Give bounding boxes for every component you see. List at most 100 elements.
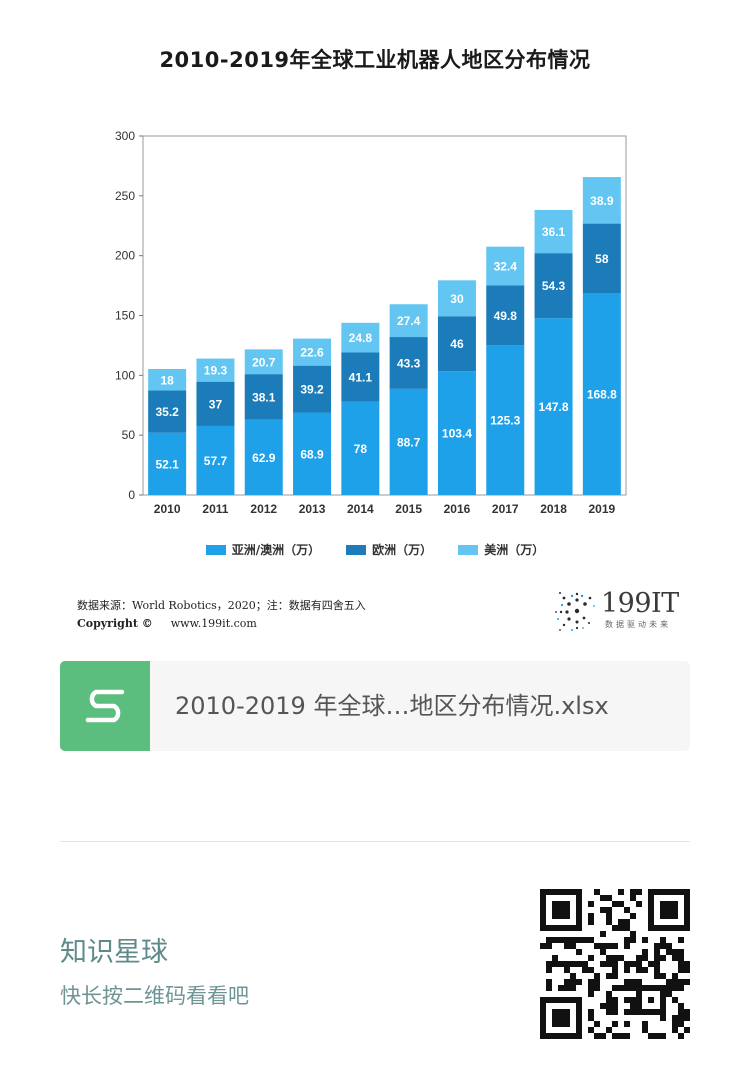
x-tick-label: 2018: [540, 502, 567, 516]
copyright-label: Copyright ©: [77, 617, 153, 630]
dandelion-logo-icon: [555, 592, 595, 631]
copyright-line: Copyright © www.199it.com: [77, 617, 257, 630]
bar-segment-europe: [437, 316, 476, 372]
data-label: 24.8: [349, 331, 373, 345]
data-label: 168.8: [587, 388, 617, 402]
bar-segment-asia: [293, 412, 332, 495]
bar-segment-asia: [486, 345, 525, 495]
data-label: 54.3: [542, 279, 566, 293]
legend-swatch-america: [458, 544, 479, 555]
data-label: 68.9: [300, 447, 324, 461]
x-tick-label: 2014: [347, 502, 374, 516]
data-label: 52.1: [155, 457, 179, 471]
data-label: 125.3: [490, 414, 520, 428]
bar-segment-europe: [582, 223, 621, 294]
x-tick-label: 2017: [492, 502, 519, 516]
y-tick-label: 50: [122, 428, 136, 442]
data-label: 103.4: [442, 427, 472, 441]
data-label: 38.1: [252, 390, 276, 404]
source-url: www.199it.com: [170, 617, 257, 630]
chart-title: 2010-2019年全球工业机器人地区分布情况: [159, 48, 591, 72]
bar-segment-europe: [486, 285, 525, 346]
legend-swatch-asia: [205, 544, 226, 555]
data-label: 35.2: [155, 405, 179, 419]
bar-segment-america: [148, 368, 187, 391]
x-tick-label: 2015: [395, 502, 422, 516]
x-tick-label: 2013: [299, 502, 326, 516]
logo-tagline: 数据驱动未来: [605, 620, 671, 629]
bar-segment-europe: [148, 390, 187, 433]
bar-segment-europe: [196, 381, 235, 426]
y-tick-label: 150: [115, 309, 135, 323]
stacked-bar-chart: 0 50 100 150 200 250 300 52.1 35.2 18 2010 57.7 37 19…: [115, 129, 627, 516]
bar-segment-asia: [244, 419, 283, 495]
y-tick-label: 0: [128, 488, 135, 502]
section-divider: [60, 841, 690, 842]
bar-segment-america: [196, 358, 235, 382]
data-label: 27.4: [397, 314, 421, 328]
bar-segment-asia: [437, 371, 476, 495]
brand-logo: 199IT 数据驱动未来: [553, 588, 693, 634]
bar-segment-america: [534, 209, 573, 254]
bar-segment-asia: [389, 388, 428, 495]
data-label: 57.7: [204, 454, 228, 468]
data-label: 19.3: [204, 364, 228, 378]
data-label: 46: [450, 337, 464, 351]
data-label: 78: [354, 442, 368, 456]
data-label: 41.1: [349, 371, 373, 385]
y-tick-label: 200: [115, 249, 135, 263]
x-tick-label: 2011: [202, 502, 228, 516]
data-label: 30: [450, 292, 464, 306]
legend-label-europe: 欧洲（万）: [372, 543, 433, 557]
promo-subtitle: 快长按二维码看看吧: [60, 984, 249, 1008]
x-tick-label: 2012: [250, 502, 277, 516]
y-tick-label: 100: [115, 368, 135, 382]
bar-segment-america: [486, 246, 525, 286]
file-attachment-card[interactable]: 2010-2019 年全球…地区分布情况.xlsx: [60, 661, 690, 751]
bar-segment-europe: [244, 374, 283, 420]
legend-swatch-europe: [346, 544, 367, 555]
bar-segment-asia: [341, 401, 380, 495]
legend-item-america: 美洲（万）: [458, 541, 544, 558]
bar-segment-america: [389, 304, 428, 338]
bar-segment-america: [293, 338, 332, 366]
bar-segment-asia: [534, 318, 573, 495]
bar-segment-europe: [389, 337, 428, 389]
bar-segment-asia: [582, 293, 621, 495]
bar-segment-america: [582, 177, 621, 224]
data-label: 18: [160, 373, 174, 387]
legend-item-europe: 欧洲（万）: [346, 541, 432, 558]
logo-wordmark: 199IT: [601, 588, 679, 619]
file-name: 2010-2019 年全球…地区分布情况.xlsx: [175, 692, 609, 720]
data-label: 49.8: [494, 309, 518, 323]
data-label: 22.6: [300, 346, 324, 360]
sheet-s-icon: [60, 661, 150, 751]
bar-segment-asia: [148, 432, 187, 495]
qr-code-icon[interactable]: [540, 889, 690, 1039]
bar-segment-europe: [293, 365, 332, 413]
data-label: 39.2: [300, 383, 324, 397]
data-label: 20.7: [252, 355, 276, 369]
source-note: 数据来源：World Robotics，2020；注：数据有四舍五入: [77, 599, 366, 612]
bar-segment-europe: [534, 253, 573, 319]
bar-segment-america: [244, 349, 283, 375]
x-tick-label: 2016: [444, 502, 471, 516]
data-label: 37: [209, 397, 223, 411]
promo-title: 知识星球: [60, 937, 168, 968]
data-label: 36.1: [542, 225, 566, 239]
data-label: 62.9: [252, 451, 276, 465]
data-label: 32.4: [494, 260, 518, 274]
bar-segment-europe: [341, 352, 380, 402]
legend-item-asia: 亚洲/澳洲（万）: [205, 541, 321, 558]
bar-segment-america: [437, 280, 476, 317]
data-label: 88.7: [397, 435, 421, 449]
y-tick-label: 300: [115, 129, 135, 143]
bar-segment-asia: [196, 425, 235, 495]
x-tick-label: 2010: [154, 502, 181, 516]
legend-label-america: 美洲（万）: [484, 543, 545, 557]
x-tick-label: 2019: [588, 502, 615, 516]
bar-segment-america: [341, 322, 380, 353]
data-label: 38.9: [590, 194, 614, 208]
legend-label-asia: 亚洲/澳洲（万）: [231, 543, 321, 557]
data-label: 147.8: [539, 400, 569, 414]
